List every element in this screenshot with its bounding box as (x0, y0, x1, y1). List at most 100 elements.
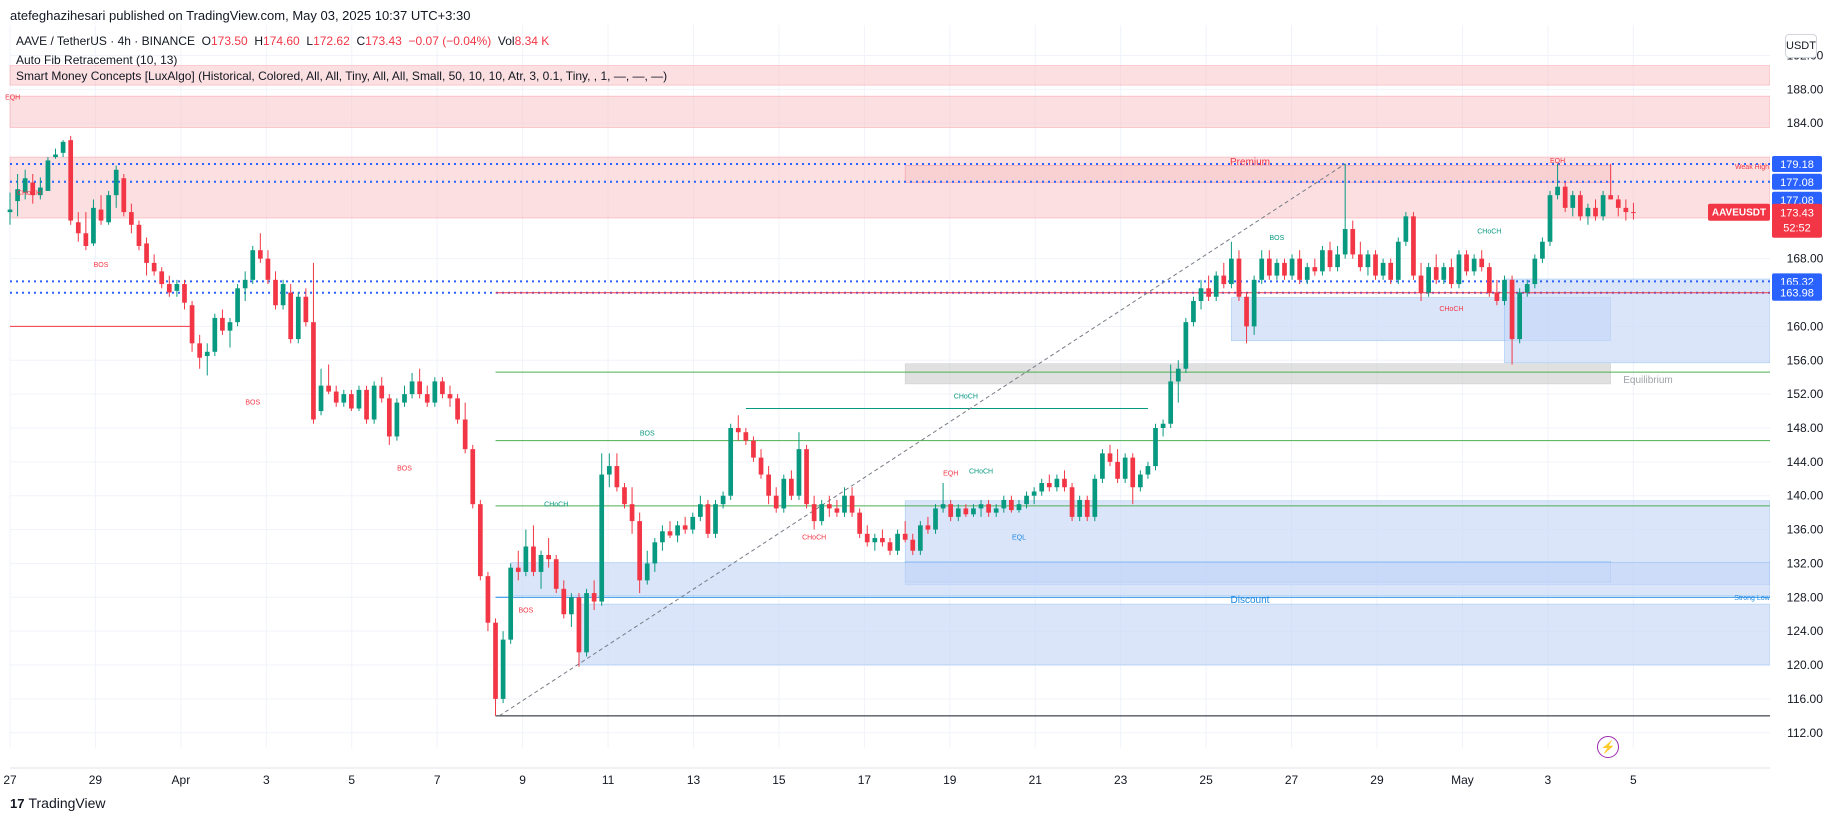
candle-body (1191, 300, 1196, 323)
candle-body (1365, 254, 1371, 268)
candle (121, 174, 127, 217)
y-tick-label: 144.00 (1787, 455, 1824, 469)
candle (500, 631, 506, 704)
candle (902, 521, 908, 543)
candle (1031, 487, 1037, 505)
candle (1479, 250, 1485, 272)
countdown-text: 52:52 (1783, 223, 1811, 235)
y-tick-label: 124.00 (1787, 624, 1824, 638)
candle-body (1206, 288, 1211, 297)
candle (311, 262, 316, 424)
candle (864, 525, 870, 547)
x-tick-label: 19 (943, 773, 957, 787)
symbol-line[interactable]: AAVE / TetherUS · 4h · BINANCE (16, 34, 195, 48)
candle (1373, 250, 1378, 280)
candle (796, 432, 802, 500)
candle (371, 381, 377, 424)
candle-body (849, 495, 855, 513)
candle-body (978, 504, 984, 509)
candle (409, 372, 415, 399)
price-label-bg (1772, 173, 1822, 190)
x-tick-label: 3 (263, 773, 270, 787)
candle-body (1600, 195, 1606, 217)
candle-body (576, 597, 582, 653)
x-tick-label: 25 (1199, 773, 1213, 787)
candle (1509, 275, 1515, 365)
candle-body (538, 554, 544, 572)
structure-label: EQH (1550, 158, 1565, 165)
candle-body (1593, 207, 1598, 217)
structure-label: BOS (397, 465, 412, 472)
candle-body (1509, 279, 1515, 340)
candle (637, 512, 643, 594)
currency-button[interactable]: USDT (1785, 34, 1817, 58)
candle-body (1024, 495, 1029, 505)
candle (1350, 220, 1356, 259)
candle-body (1441, 267, 1447, 280)
candle-body (106, 195, 111, 223)
candle (417, 368, 423, 399)
candle-body (1213, 275, 1219, 297)
candle (1380, 258, 1386, 280)
candle-body (394, 402, 400, 437)
candle (811, 495, 817, 530)
candle-body (1054, 478, 1060, 488)
candle-body (561, 588, 567, 615)
candle (1524, 279, 1530, 297)
indicator-fib[interactable]: Auto Fib Retracement (10, 13) (16, 53, 178, 67)
candle (955, 504, 961, 522)
candle-body (971, 508, 976, 515)
candle (1282, 258, 1287, 280)
candle-body (60, 141, 66, 153)
candle (1433, 254, 1439, 285)
x-tick-label: 7 (434, 773, 441, 787)
candle (1532, 254, 1538, 289)
candle-body (902, 533, 908, 540)
symbol-tag-bg (1708, 203, 1770, 221)
candle-body (1517, 292, 1523, 340)
structure-label: CHoCH (969, 469, 993, 476)
lightning-icon[interactable]: ⚡ (1597, 736, 1619, 758)
candle-body (1570, 195, 1576, 208)
indicator-smc[interactable]: Smart Money Concepts [LuxAlgo] (Historic… (16, 69, 668, 83)
candle (1107, 444, 1113, 467)
x-tick-label: 17 (858, 773, 872, 787)
candle (1274, 258, 1280, 280)
candle-body (53, 154, 58, 158)
candle-body (1009, 499, 1014, 511)
candle (1062, 470, 1067, 492)
candle (303, 288, 309, 327)
y-tick-label: 148.00 (1787, 421, 1824, 435)
candle-body (660, 531, 665, 543)
candle (295, 292, 301, 344)
candle-body (15, 189, 20, 202)
tradingview-logo[interactable]: 17 TradingView (10, 795, 106, 811)
candle-body (735, 427, 741, 433)
candle (386, 394, 392, 445)
candle (561, 580, 567, 619)
candle-body (667, 531, 673, 536)
symbol-tag: AAVEUSDT (1712, 208, 1766, 219)
candle (576, 593, 582, 667)
x-tick-label: 29 (1370, 773, 1384, 787)
candle-body (1062, 478, 1067, 488)
candle (424, 385, 430, 407)
candle-body (1395, 241, 1401, 280)
candle (713, 499, 718, 539)
candle-body (91, 207, 96, 244)
candle (1297, 250, 1303, 285)
candle-body (1327, 250, 1333, 268)
candle (773, 487, 779, 513)
candle-body (925, 525, 931, 530)
candle (37, 177, 43, 200)
candle-body (834, 508, 840, 513)
candle-body (720, 495, 726, 505)
candle (1593, 199, 1598, 221)
symbol-legend[interactable]: AAVE / TetherUS · 4h · BINANCE O173.50 H… (16, 34, 549, 48)
structure-label: CHoCH (802, 535, 826, 542)
candle (546, 538, 551, 568)
candle (204, 343, 210, 376)
candle-body (910, 539, 916, 551)
candle-body (1001, 499, 1007, 509)
